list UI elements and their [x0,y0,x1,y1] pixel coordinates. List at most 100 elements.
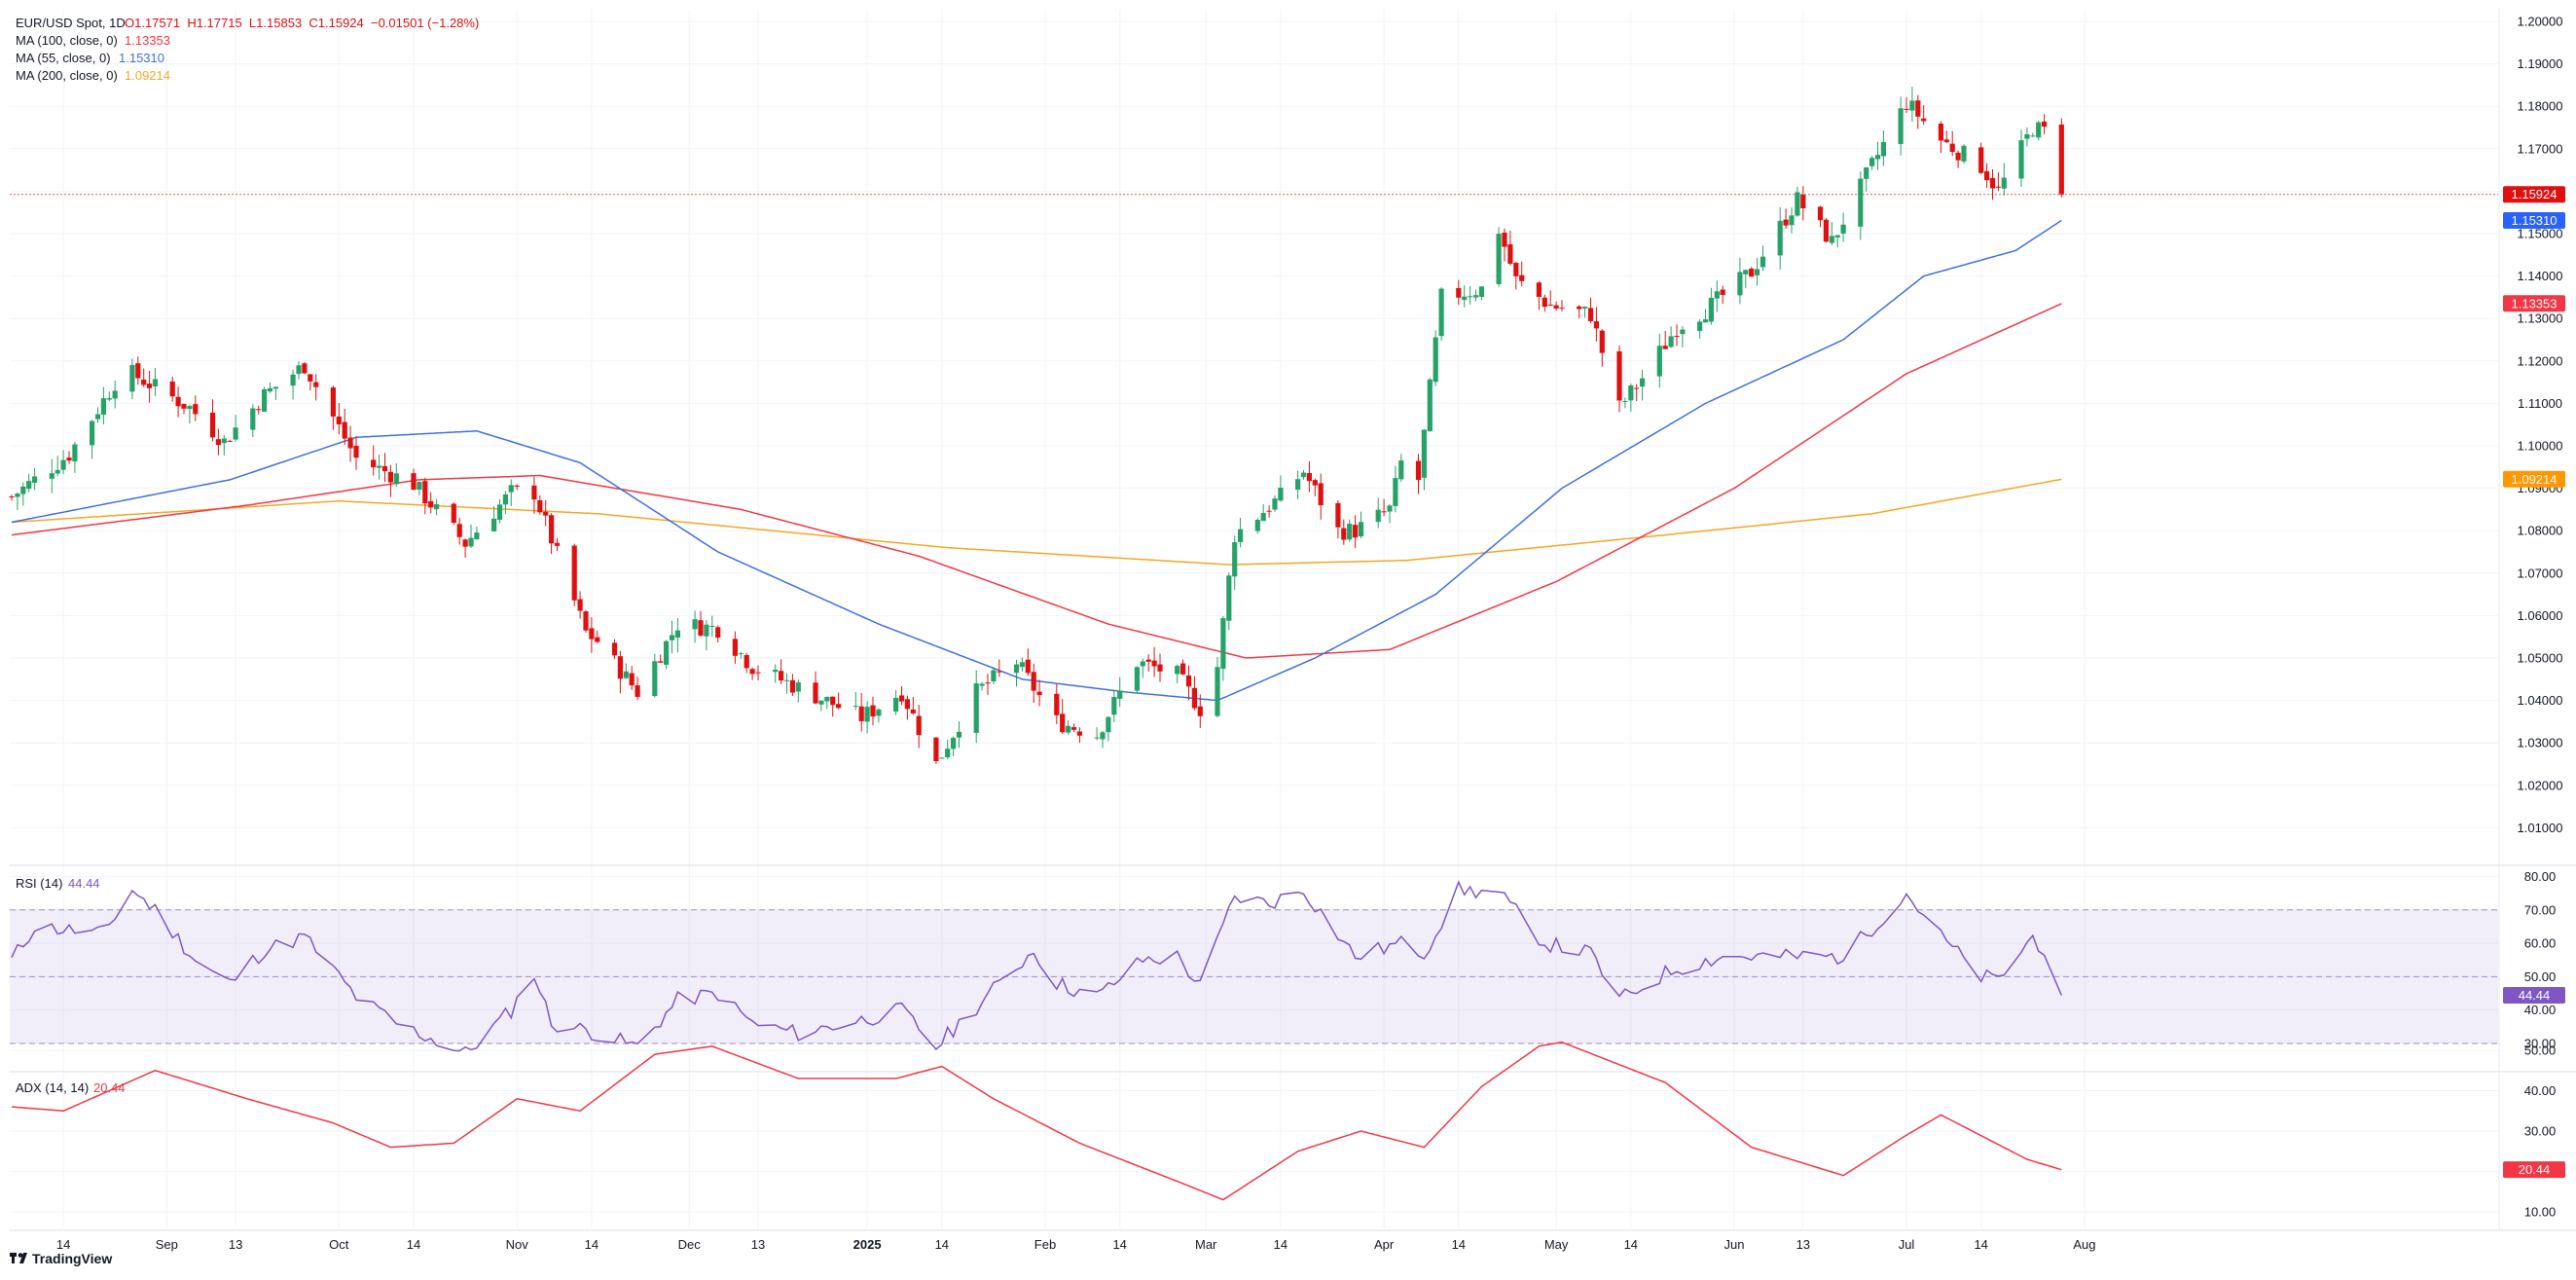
candle[interactable] [94,407,101,423]
candle[interactable] [1433,330,1438,386]
candle[interactable] [543,499,549,527]
candlestick-series[interactable] [9,87,2064,764]
candle[interactable] [1943,130,1949,143]
candle[interactable] [1145,654,1151,672]
candle[interactable] [698,610,704,638]
candle[interactable] [54,456,60,477]
candle[interactable] [434,498,440,516]
candle[interactable] [491,505,497,532]
candle[interactable] [290,369,296,400]
candle[interactable] [141,368,147,387]
candle[interactable] [1381,498,1387,517]
candle[interactable] [1858,171,1864,240]
candle[interactable] [9,494,15,501]
candle[interactable] [1662,331,1668,349]
candle[interactable] [916,705,922,749]
candle[interactable] [1100,730,1106,749]
candle[interactable] [1995,172,2001,192]
candle[interactable] [1823,218,1829,243]
candle[interactable] [1295,470,1301,499]
candle[interactable] [1456,279,1462,306]
candle[interactable] [1616,346,1622,413]
candle[interactable] [1582,306,1588,318]
candle[interactable] [215,428,221,456]
candle[interactable] [1783,208,1789,230]
candle[interactable] [795,678,801,703]
candle[interactable] [1587,297,1594,323]
candle[interactable] [973,670,979,744]
candle[interactable] [371,445,377,476]
candle[interactable] [1874,141,1881,170]
candle[interactable] [2024,127,2030,147]
candle[interactable] [1335,500,1341,539]
candle[interactable] [1668,326,1674,348]
candle[interactable] [1215,656,1220,718]
candle[interactable] [2001,163,2007,196]
candle[interactable] [1106,715,1111,742]
candle[interactable] [985,674,991,695]
candle[interactable] [1421,428,1427,491]
candle[interactable] [893,690,899,715]
candle[interactable] [1496,227,1502,287]
candle[interactable] [90,420,95,459]
candle[interactable] [744,652,749,674]
candle[interactable] [2018,129,2024,187]
candle[interactable] [1714,280,1720,312]
candle[interactable] [456,518,462,545]
candle[interactable] [1800,186,1806,221]
candle[interactable] [1175,664,1180,684]
candle[interactable] [347,425,353,462]
candle[interactable] [1415,454,1422,494]
candle[interactable] [658,654,664,663]
candle[interactable] [1025,648,1031,677]
candle[interactable] [1254,518,1260,534]
candle[interactable] [577,591,583,619]
candle[interactable] [1955,150,1961,168]
candle[interactable] [1628,383,1634,412]
candle[interactable] [1094,727,1100,741]
price-axis[interactable]: 1.200001.190001.180001.170001.160001.150… [2518,15,2563,835]
candle[interactable] [1341,519,1347,545]
candle[interactable] [2030,132,2036,137]
candle[interactable] [1054,683,1060,724]
candle[interactable] [422,477,428,515]
candle[interactable] [1185,665,1192,701]
candle[interactable] [1880,130,1886,166]
candle[interactable] [1031,663,1036,703]
candle[interactable] [876,708,882,723]
candle[interactable] [1180,659,1186,676]
candle[interactable] [1622,397,1628,409]
candle[interactable] [1375,497,1381,529]
candle[interactable] [738,651,744,659]
candle[interactable] [308,374,313,391]
candle[interactable] [1312,478,1318,496]
candle[interactable] [692,610,698,643]
candle[interactable] [1697,319,1703,339]
candle[interactable] [1272,494,1278,512]
candle[interactable] [583,609,589,633]
candle[interactable] [72,442,78,473]
candle[interactable] [1656,333,1662,388]
candle[interactable] [387,464,393,497]
candle[interactable] [1989,168,1996,201]
candle[interactable] [789,674,795,696]
candle[interactable] [1840,212,1846,242]
candle[interactable] [233,415,238,442]
candle[interactable] [1462,285,1468,308]
candle[interactable] [1191,676,1197,711]
candle[interactable] [979,681,985,691]
candle[interactable] [20,482,26,506]
candle[interactable] [451,502,456,526]
candle[interactable] [1300,469,1307,480]
candle[interactable] [1904,96,1909,114]
candle[interactable] [1898,96,1904,156]
candle[interactable] [1507,231,1513,266]
candle[interactable] [1909,87,1915,123]
candle[interactable] [755,665,761,681]
candle[interactable] [824,696,830,710]
candle[interactable] [1640,369,1646,401]
candle[interactable] [1864,166,1869,192]
candle[interactable] [1387,503,1393,524]
candle[interactable] [1949,130,1955,157]
ma200-legend-label[interactable]: MA (200, close, 0) [16,68,118,83]
